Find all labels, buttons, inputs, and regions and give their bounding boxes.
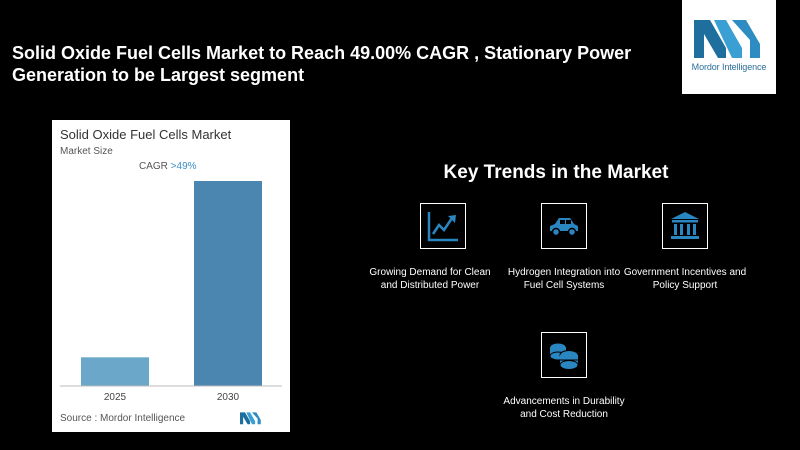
trend-label-3: Government Incentives and Policy Support bbox=[620, 266, 750, 292]
key-trends-title: Key Trends in the Market bbox=[400, 162, 712, 184]
mordor-logo-icon bbox=[694, 18, 764, 58]
trend-icon-box-2 bbox=[541, 203, 587, 249]
chart-card: Solid Oxide Fuel Cells Market Market Siz… bbox=[52, 120, 290, 432]
car-icon bbox=[547, 209, 581, 243]
trend-label-1: Growing Demand for Clean and Distributed… bbox=[365, 266, 495, 292]
x-tick-label-2025: 2025 bbox=[104, 392, 127, 403]
cagr-label: CAGR >49% bbox=[139, 161, 197, 172]
bar-2030 bbox=[194, 181, 262, 386]
bar-chart: CAGR >49% 2025 2030 bbox=[52, 120, 290, 410]
line-chart-icon bbox=[426, 209, 460, 243]
brand-logo: Mordor Intelligence bbox=[682, 0, 776, 94]
trend-icon-box-4 bbox=[541, 332, 587, 378]
x-tick-label-2030: 2030 bbox=[217, 392, 240, 403]
trend-label-4: Advancements in Durability and Cost Redu… bbox=[499, 395, 629, 421]
coins-icon bbox=[547, 338, 581, 372]
page-headline: Solid Oxide Fuel Cells Market to Reach 4… bbox=[12, 42, 652, 86]
bar-2025 bbox=[81, 357, 149, 386]
government-building-icon bbox=[668, 209, 702, 243]
mordor-small-logo-icon bbox=[240, 411, 262, 425]
brand-name: Mordor Intelligence bbox=[682, 62, 776, 72]
chart-source: Source : Mordor Intelligence bbox=[60, 413, 185, 424]
trend-icon-box-3 bbox=[662, 203, 708, 249]
trend-label-2: Hydrogen Integration into Fuel Cell Syst… bbox=[499, 266, 629, 292]
trend-icon-box-1 bbox=[420, 203, 466, 249]
